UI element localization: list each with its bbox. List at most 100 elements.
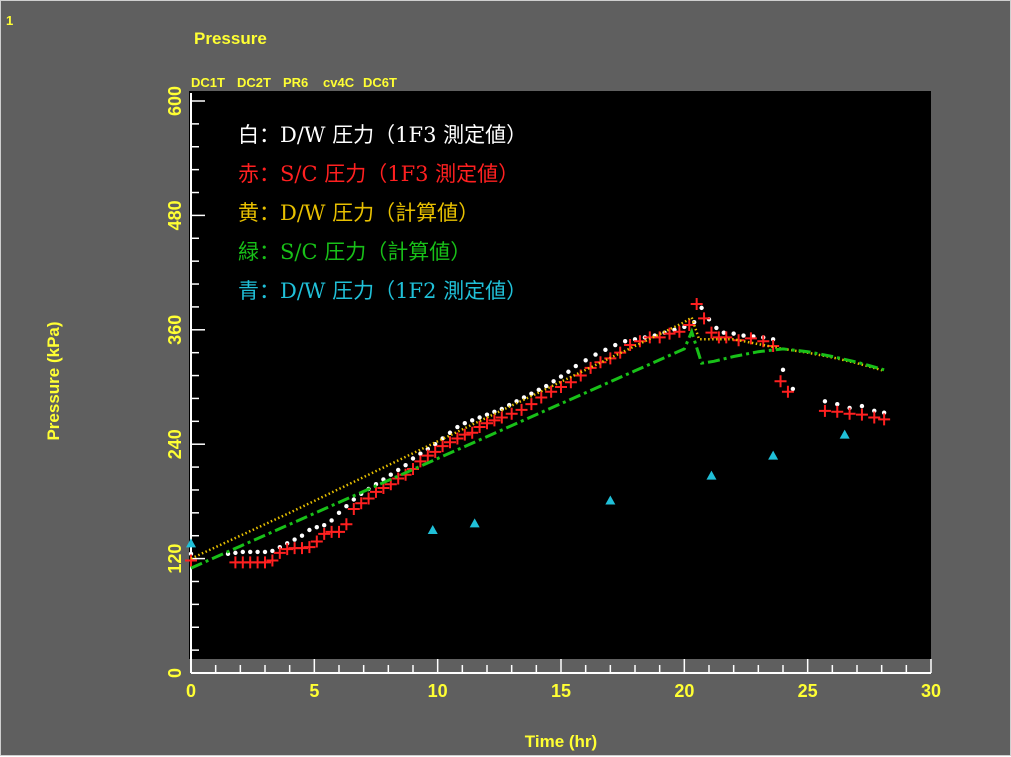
data-point-DC1T xyxy=(410,456,416,461)
data-point-DC6T xyxy=(768,450,779,460)
x-axis-label: Time (hr) xyxy=(525,732,597,751)
data-point-DC1T xyxy=(336,510,342,516)
data-point-DC1T xyxy=(835,401,840,407)
data-point-DC2T xyxy=(451,432,464,445)
legend-label: DC1T xyxy=(191,75,225,90)
data-point-DC2T xyxy=(488,414,501,427)
data-point-DC1T xyxy=(492,409,497,414)
legend-label: DC2T xyxy=(237,75,271,90)
data-point-DC2T xyxy=(818,404,831,417)
data-point-DC2T xyxy=(318,527,331,540)
data-point-DC1T xyxy=(396,467,401,473)
data-point-DC1T xyxy=(388,472,393,477)
data-point-DC1T xyxy=(566,369,571,374)
data-point-DC1T xyxy=(622,339,628,344)
annotation-line: 白：D/W 圧力（1F3 測定値） xyxy=(238,123,527,147)
data-point-DC2T xyxy=(515,403,528,416)
data-point-DC2T xyxy=(429,445,442,458)
data-point-DC2T xyxy=(624,339,637,352)
data-point-DC1T xyxy=(322,523,327,528)
x-tick-label: 0 xyxy=(186,681,196,701)
data-point-DC1T xyxy=(188,551,194,557)
y-tick-label: 480 xyxy=(165,200,185,230)
data-point-DC1T xyxy=(544,383,549,389)
data-point-DC6T xyxy=(186,538,196,548)
data-point-DC1T xyxy=(262,549,268,555)
data-point-DC2T xyxy=(525,398,538,411)
series-layer xyxy=(185,298,891,570)
data-point-DC1T xyxy=(507,402,512,408)
data-point-DC1T xyxy=(344,503,349,509)
data-point-DC1T xyxy=(477,415,482,420)
data-point-DC1T xyxy=(770,337,776,342)
data-point-DC2T xyxy=(767,340,780,353)
data-point-DC2T xyxy=(347,503,360,516)
data-point-DC2T xyxy=(774,375,787,388)
data-point-DC1T xyxy=(603,347,608,353)
data-point-DC2T xyxy=(555,381,567,393)
annotation-line: 赤：S/C 圧力（1F3 測定値） xyxy=(238,162,519,186)
x-tick-label: 30 xyxy=(921,681,941,701)
data-point-DC2T xyxy=(690,298,703,311)
data-point-DC1T xyxy=(780,367,786,373)
annotation-line: 黄：D/W 圧力（計算値） xyxy=(238,201,479,225)
data-point-DC2T xyxy=(584,361,597,374)
data-point-DC1T xyxy=(714,325,719,331)
data-point-DC2T xyxy=(310,535,323,548)
data-point-DC1T xyxy=(573,363,578,369)
chart-title: Pressure xyxy=(194,29,267,48)
data-point-DC2T xyxy=(545,385,558,398)
data-point-DC1T xyxy=(790,386,796,392)
legend-label: DC6T xyxy=(363,75,397,90)
annotation-line: 青：D/W 圧力（1F2 測定値） xyxy=(238,279,527,303)
data-point-DC2T xyxy=(732,334,745,347)
x-tick-label: 5 xyxy=(309,681,319,701)
data-point-DC2T xyxy=(495,411,508,424)
data-point-DC2T xyxy=(505,407,518,420)
data-point-DC2T xyxy=(535,391,548,404)
data-point-DC2T xyxy=(594,356,607,369)
y-tick-label: 0 xyxy=(165,668,185,678)
data-point-DC2T xyxy=(473,421,486,434)
data-point-DC2T xyxy=(392,472,405,485)
data-point-DC1T xyxy=(881,410,887,415)
y-tick-label: 120 xyxy=(165,544,185,574)
data-point-DC1T xyxy=(329,518,334,523)
annotation-box: 白：D/W 圧力（1F3 測定値） 赤：S/C 圧力（1F3 測定値） 黄：D/W … xyxy=(238,123,527,303)
annotation-line: 緑：S/C 圧力（計算値） xyxy=(238,240,471,264)
data-point-DC2T xyxy=(843,407,856,420)
data-point-DC2T xyxy=(683,319,696,332)
data-point-DC2T xyxy=(663,327,676,340)
data-point-DC1T xyxy=(551,379,556,384)
data-point-DC1T xyxy=(721,330,726,335)
data-point-DC2T xyxy=(757,335,770,348)
data-point-DC1T xyxy=(521,395,527,400)
data-point-DC2T xyxy=(868,411,881,424)
x-tick-label: 25 xyxy=(798,681,818,701)
y-tick-label: 240 xyxy=(165,429,185,459)
data-point-DC2T xyxy=(436,440,449,453)
series-line-cv4C xyxy=(190,327,885,570)
data-point-DC1T xyxy=(731,331,736,336)
data-point-DC1T xyxy=(455,424,460,430)
data-point-DC1T xyxy=(822,399,828,404)
data-point-DC2T xyxy=(266,554,279,567)
data-point-DC2T xyxy=(466,426,479,439)
data-point-DC1T xyxy=(270,548,275,554)
legend-label: PR6 xyxy=(283,75,308,90)
data-point-DC2T xyxy=(444,436,456,449)
y-axis-label: Pressure (kPa) xyxy=(44,321,63,440)
data-point-DC1T xyxy=(613,342,618,348)
data-point-DC2T xyxy=(878,413,891,426)
data-point-DC1T xyxy=(233,550,238,556)
data-point-DC2T xyxy=(633,335,646,348)
data-point-DC2T xyxy=(370,485,382,498)
data-point-DC2T xyxy=(481,417,493,430)
data-point-DC1T xyxy=(351,497,356,502)
data-point-DC2T xyxy=(273,546,286,559)
data-point-DC1T xyxy=(255,549,260,555)
x-tick-label: 15 xyxy=(551,681,571,701)
x-tick-label: 20 xyxy=(674,681,694,701)
